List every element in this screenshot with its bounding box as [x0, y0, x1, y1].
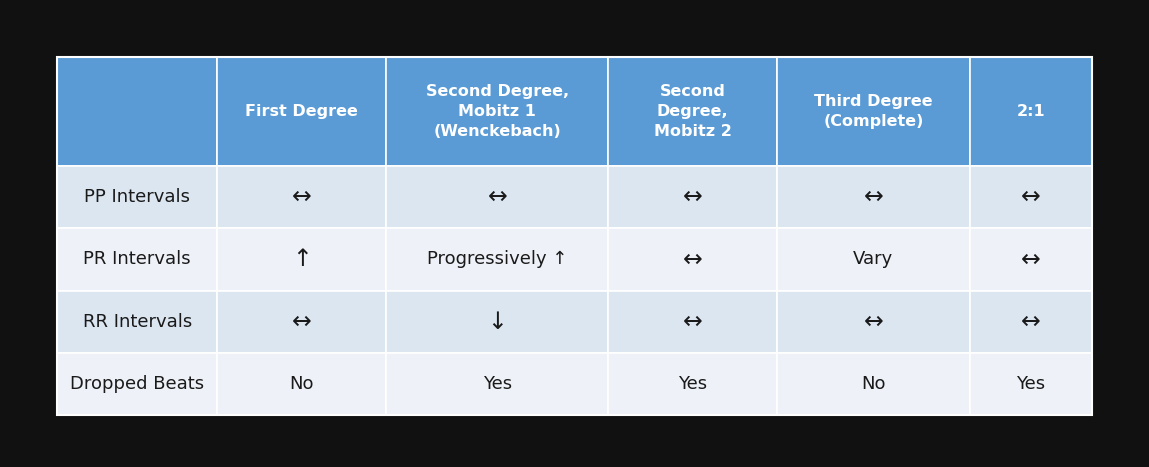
FancyBboxPatch shape — [608, 166, 777, 228]
FancyBboxPatch shape — [777, 290, 970, 353]
FancyBboxPatch shape — [57, 166, 217, 228]
Text: No: No — [290, 375, 314, 393]
FancyBboxPatch shape — [970, 353, 1092, 415]
FancyBboxPatch shape — [386, 353, 608, 415]
FancyBboxPatch shape — [608, 353, 777, 415]
FancyBboxPatch shape — [608, 57, 777, 166]
FancyBboxPatch shape — [57, 353, 217, 415]
Text: ↔: ↔ — [292, 185, 311, 209]
FancyBboxPatch shape — [386, 166, 608, 228]
FancyBboxPatch shape — [386, 57, 608, 166]
Text: 2:1: 2:1 — [1017, 104, 1046, 119]
Text: ↔: ↔ — [487, 185, 507, 209]
Text: ↔: ↔ — [683, 248, 702, 271]
FancyBboxPatch shape — [970, 228, 1092, 290]
FancyBboxPatch shape — [386, 228, 608, 290]
Text: Second Degree,
Mobitz 1
(Wenckebach): Second Degree, Mobitz 1 (Wenckebach) — [425, 85, 569, 139]
FancyBboxPatch shape — [217, 228, 386, 290]
FancyBboxPatch shape — [217, 57, 386, 166]
FancyBboxPatch shape — [608, 290, 777, 353]
Text: PR Intervals: PR Intervals — [84, 250, 191, 269]
FancyBboxPatch shape — [217, 290, 386, 353]
FancyBboxPatch shape — [777, 228, 970, 290]
FancyBboxPatch shape — [777, 166, 970, 228]
FancyBboxPatch shape — [217, 166, 386, 228]
FancyBboxPatch shape — [970, 57, 1092, 166]
Text: ↔: ↔ — [683, 185, 702, 209]
Text: Vary: Vary — [854, 250, 894, 269]
FancyBboxPatch shape — [970, 166, 1092, 228]
Text: PP Intervals: PP Intervals — [84, 188, 191, 206]
Text: RR Intervals: RR Intervals — [83, 313, 192, 331]
Text: ↓: ↓ — [487, 310, 507, 334]
Text: Yes: Yes — [678, 375, 707, 393]
FancyBboxPatch shape — [777, 353, 970, 415]
Text: First Degree: First Degree — [246, 104, 358, 119]
Text: ↔: ↔ — [683, 310, 702, 334]
Text: Second
Degree,
Mobitz 2: Second Degree, Mobitz 2 — [654, 85, 732, 139]
FancyBboxPatch shape — [970, 290, 1092, 353]
FancyBboxPatch shape — [777, 57, 970, 166]
Text: ↔: ↔ — [1021, 248, 1041, 271]
Text: ↔: ↔ — [1021, 310, 1041, 334]
Text: ↔: ↔ — [292, 310, 311, 334]
FancyBboxPatch shape — [217, 353, 386, 415]
Text: ↔: ↔ — [863, 310, 884, 334]
Text: Dropped Beats: Dropped Beats — [70, 375, 205, 393]
Text: Progressively ↑: Progressively ↑ — [427, 250, 568, 269]
Text: ↔: ↔ — [863, 185, 884, 209]
Text: Yes: Yes — [1016, 375, 1046, 393]
Text: ↔: ↔ — [1021, 185, 1041, 209]
Text: Yes: Yes — [483, 375, 511, 393]
Text: ↑: ↑ — [292, 248, 311, 271]
FancyBboxPatch shape — [386, 290, 608, 353]
FancyBboxPatch shape — [608, 228, 777, 290]
Text: No: No — [861, 375, 886, 393]
FancyBboxPatch shape — [57, 290, 217, 353]
FancyBboxPatch shape — [57, 228, 217, 290]
FancyBboxPatch shape — [57, 57, 217, 166]
Text: Third Degree
(Complete): Third Degree (Complete) — [813, 94, 933, 129]
